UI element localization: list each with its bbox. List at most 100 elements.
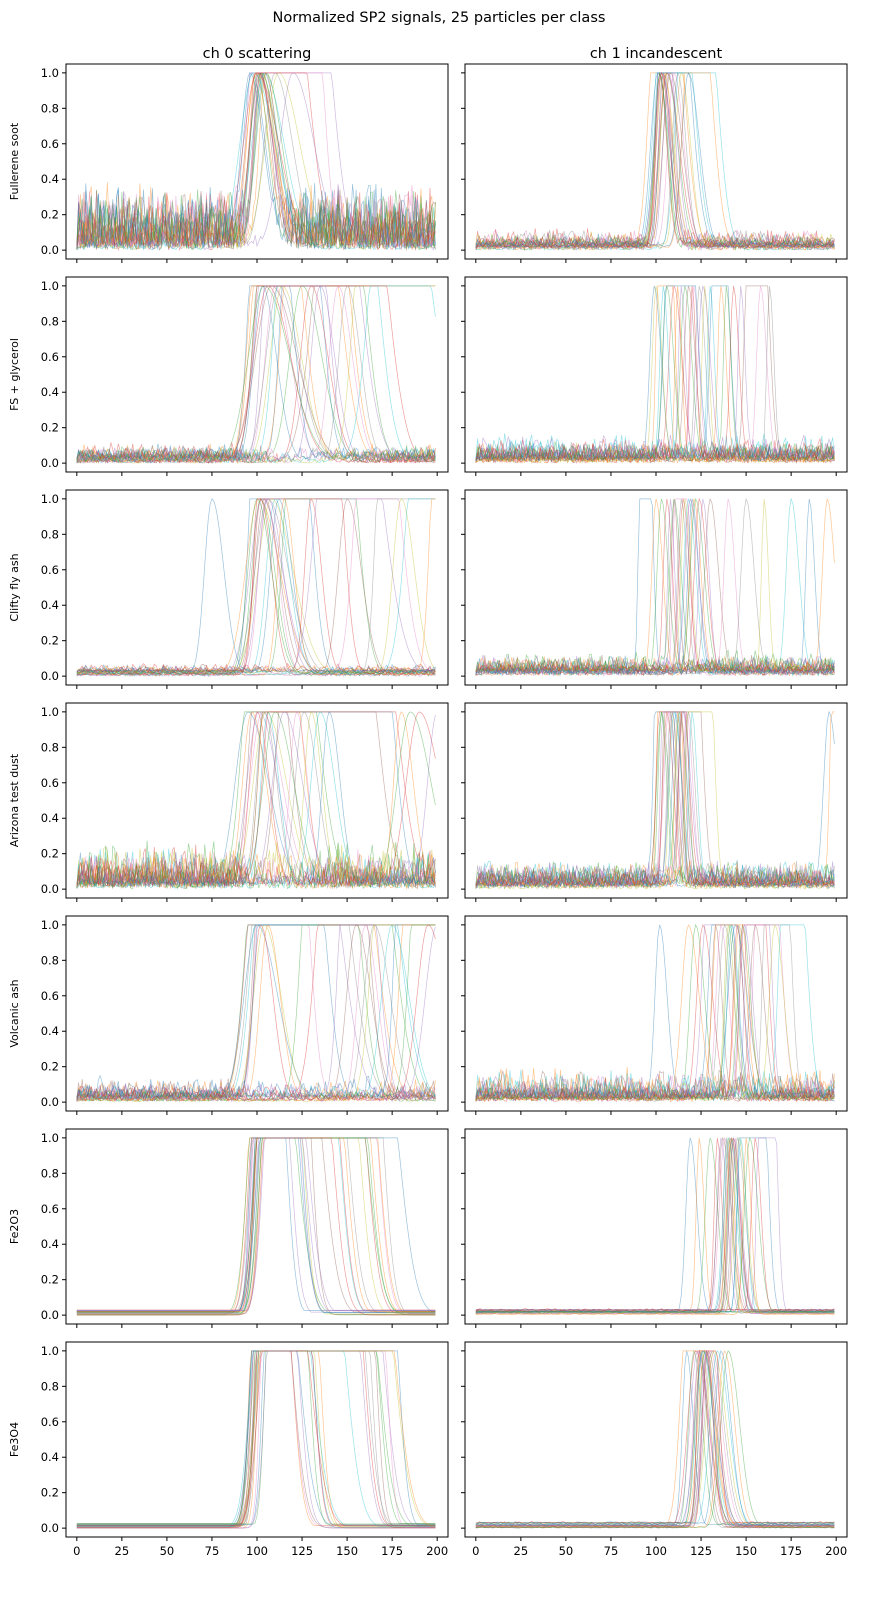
x-tick-label: 175 [780, 1544, 802, 1558]
series-line-particle-15 [76, 924, 436, 1098]
series-line-particle-23 [475, 924, 835, 1102]
series-line-particle-11 [475, 1350, 835, 1526]
series-line-particle-13 [76, 285, 436, 463]
series-line-particle-21 [76, 711, 436, 886]
series-line-particle-15 [76, 72, 436, 249]
series-line-particle-6 [475, 1136, 835, 1312]
series-line-particle-8 [76, 711, 436, 890]
series-line-particle-22 [76, 1137, 436, 1312]
series-line-particle-5 [475, 72, 835, 249]
series-line-particle-7 [475, 285, 835, 463]
series-line-particle-14 [475, 711, 835, 886]
series-line-particle-10 [475, 710, 835, 887]
series-line-particle-19 [76, 924, 436, 1103]
series-line-particle-3 [475, 1349, 835, 1526]
series-line-particle-21 [475, 72, 835, 248]
series-line-particle-25 [475, 1137, 835, 1311]
series-line-particle-3 [475, 1137, 835, 1313]
series-line-particle-22 [76, 498, 436, 672]
y-tick-label: 0.6 [41, 563, 59, 577]
series-line-particle-1 [475, 1350, 835, 1526]
series-line-particle-11 [475, 498, 835, 674]
series-line-particle-9 [76, 711, 436, 889]
x-tick-label: 0 [472, 1544, 479, 1558]
series-line-particle-18 [76, 924, 436, 1102]
series-line-particle-17 [76, 72, 436, 248]
series-line-particle-24 [76, 711, 436, 888]
series-line-particle-15 [475, 924, 835, 1099]
series-line-particle-6 [76, 1137, 436, 1315]
x-tick-label: 200 [426, 1544, 448, 1558]
series-line-particle-20 [475, 924, 835, 1100]
series-line-particle-2 [475, 498, 835, 674]
series-line-particle-23 [76, 72, 436, 250]
series-line-particle-18 [475, 1350, 835, 1527]
series-line-particle-16 [475, 923, 835, 1102]
x-tick-label: 125 [690, 1544, 712, 1558]
panel-clifty-fly-ash-ch1 [461, 489, 848, 689]
series-line-particle-25 [76, 72, 436, 248]
series-line-particle-8 [76, 285, 436, 460]
series-line-particle-24 [76, 498, 436, 675]
series-line-particle-9 [475, 285, 835, 464]
y-tick-label: 0.8 [41, 1166, 59, 1180]
series-line-particle-20 [475, 711, 835, 885]
series-line-particle-17 [475, 285, 835, 459]
series-line-particle-1 [76, 285, 436, 461]
row-label-arizona-test-dust: Arizona test dust [8, 753, 21, 847]
series-line-particle-14 [76, 498, 436, 673]
series-line-particle-22 [76, 711, 436, 886]
series-line-particle-14 [475, 1350, 835, 1528]
series-line-particle-22 [76, 924, 436, 1102]
series-line-particle-10 [475, 285, 835, 459]
panel-fs-glycerol-ch0: 0.0 0.2 0.4 0.6 0.8 1.0 [41, 276, 449, 476]
series-line-particle-21 [76, 285, 436, 459]
series-line-particle-1 [76, 1137, 436, 1311]
series-line-particle-2 [475, 924, 835, 1099]
x-tick-label: 0 [73, 1544, 80, 1558]
series-line-particle-15 [475, 71, 835, 249]
series-line-particle-16 [76, 924, 436, 1101]
series-line-particle-18 [76, 711, 436, 886]
series-line-particle-13 [475, 711, 835, 888]
series-line-particle-19 [475, 285, 835, 463]
series-line-particle-4 [475, 924, 835, 1103]
series-line-particle-10 [475, 924, 835, 1101]
series-line-particle-20 [475, 497, 835, 675]
series-group [76, 498, 436, 677]
series-line-particle-5 [475, 285, 835, 463]
series-line-particle-1 [475, 498, 835, 673]
series-line-particle-18 [76, 498, 436, 676]
series-line-particle-22 [76, 1350, 436, 1529]
series-line-particle-13 [475, 497, 835, 672]
panel-volcanic-ash-ch1 [461, 915, 848, 1115]
series-line-particle-24 [475, 71, 835, 249]
series-line-particle-24 [76, 285, 436, 460]
y-tick-label: 0.0 [41, 882, 59, 896]
series-line-particle-17 [475, 498, 835, 673]
series-line-particle-12 [475, 924, 835, 1103]
y-tick-label: 1.0 [41, 918, 59, 932]
series-line-particle-25 [76, 498, 436, 672]
series-line-particle-17 [475, 1350, 835, 1527]
series-line-particle-12 [76, 711, 436, 888]
series-line-particle-15 [475, 498, 835, 674]
series-line-particle-23 [76, 285, 436, 463]
series-line-particle-1 [76, 1350, 436, 1526]
series-line-particle-4 [76, 1350, 436, 1526]
series-line-particle-4 [475, 711, 835, 889]
series-line-particle-9 [76, 72, 436, 250]
series-line-particle-14 [475, 497, 835, 676]
series-line-particle-14 [475, 924, 835, 1101]
series-group [76, 1350, 436, 1529]
series-line-particle-15 [76, 1350, 436, 1528]
panel-arizona-test-dust-ch1 [461, 702, 848, 902]
series-line-particle-16 [475, 72, 835, 246]
series-line-particle-7 [76, 924, 436, 1102]
series-line-particle-11 [475, 924, 835, 1099]
series-line-particle-15 [475, 285, 835, 460]
series-line-particle-8 [76, 1137, 436, 1314]
series-line-particle-7 [475, 710, 835, 888]
series-line-particle-9 [475, 498, 835, 674]
series-line-particle-9 [76, 1350, 436, 1527]
